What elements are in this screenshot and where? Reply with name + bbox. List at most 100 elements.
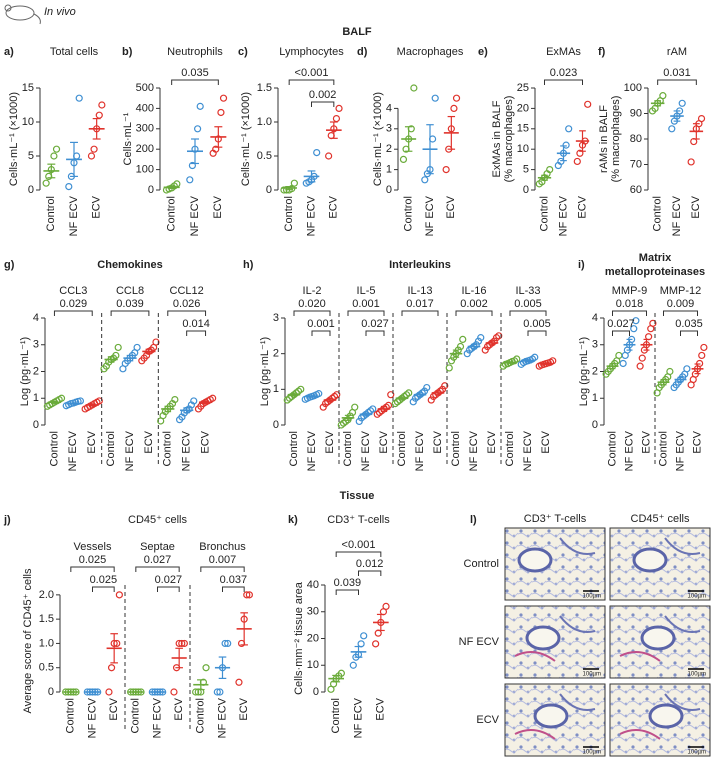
x-tick-label: NF ECV	[671, 195, 683, 236]
error-bar	[47, 163, 56, 179]
y-tick-label: 1	[273, 383, 279, 395]
micrograph: 100µm	[504, 527, 606, 601]
error-bar	[426, 124, 434, 175]
error-bar	[560, 145, 567, 162]
x-tick-label: ECV	[486, 430, 498, 453]
error-bar	[447, 115, 456, 150]
error-bar	[92, 117, 101, 140]
y-tick-label: 1	[592, 392, 598, 404]
y-tick-label: 100	[624, 82, 642, 94]
panel-label: d)	[357, 46, 368, 58]
data-point	[319, 403, 327, 411]
error-bar	[88, 403, 96, 407]
x-tick-label: Control	[166, 196, 178, 231]
data-point	[474, 337, 483, 345]
group-label: Bronchus	[199, 541, 246, 553]
p-value: 0.027	[155, 574, 183, 586]
x-tick-label: NF ECV	[623, 430, 635, 471]
data-point	[87, 152, 96, 160]
x-tick-label: ECV	[640, 430, 652, 453]
chart-title: rAM	[667, 46, 687, 58]
p-value: 0.027	[361, 318, 389, 330]
x-tick-label: ECV	[375, 697, 387, 720]
y-tick-label: 10	[307, 659, 319, 671]
y-tick-label: 5	[28, 150, 34, 162]
x-tick-label: ECV	[576, 195, 588, 218]
error-bar	[434, 390, 442, 396]
vessel	[559, 693, 596, 711]
data-point	[355, 417, 363, 426]
x-tick-label: Control	[342, 431, 354, 466]
error-bar	[332, 674, 341, 683]
y-tick-label: 70	[630, 158, 642, 170]
p-value: 0.025	[79, 554, 107, 566]
error-bar	[398, 396, 406, 401]
airway	[517, 547, 553, 573]
x-tick-label: ECV	[238, 697, 250, 720]
y-tick-label: 30	[307, 606, 319, 618]
data-point	[584, 100, 592, 108]
x-tick-label: NF ECV	[151, 697, 163, 738]
significance-bracket	[365, 330, 385, 336]
p-value: 0.039	[334, 577, 362, 589]
error-bar	[326, 398, 334, 403]
error-bar	[677, 376, 684, 383]
y-tick-label: 0	[523, 184, 529, 196]
stain	[514, 651, 556, 662]
x-tick-label: ECV	[91, 195, 103, 218]
x-tick-label: ECV	[212, 195, 224, 218]
x-tick-label: NF ECV	[305, 195, 317, 236]
significance-bracket	[509, 310, 547, 316]
x-tick-label: ECV	[432, 430, 444, 453]
data-point	[221, 639, 229, 648]
x-tick-label: Control	[504, 431, 516, 466]
data-point	[619, 359, 627, 368]
data-point	[315, 390, 323, 398]
x-tick-label: Control	[538, 196, 550, 231]
y-tick-label: 2	[33, 365, 39, 377]
y-axis-label: rAMs in BALF	[598, 105, 610, 173]
stain	[514, 729, 556, 740]
data-point	[194, 125, 202, 133]
data-point	[192, 688, 200, 696]
data-point	[95, 111, 103, 119]
data-point	[346, 412, 354, 420]
x-tick-label: NF ECV	[414, 430, 426, 471]
y-tick-label: 0	[386, 184, 392, 196]
p-value: 0.014	[182, 318, 210, 330]
y-tick-label: 1.0	[257, 116, 272, 128]
error-bar	[626, 338, 633, 351]
group-label: IL-16	[461, 285, 486, 297]
error-bar	[404, 126, 413, 152]
error-bar	[416, 392, 424, 398]
y-axis-label: Log (pg·mL⁻¹)	[19, 337, 31, 406]
panel-label: h)	[243, 259, 254, 271]
data-point	[115, 591, 123, 599]
vessel	[559, 537, 596, 555]
data-point	[697, 114, 706, 123]
data-point	[638, 354, 646, 362]
error-bar	[488, 340, 496, 346]
y-tick-label: 0	[148, 184, 154, 196]
y-tick-label: 200	[136, 143, 154, 155]
significance-bracket	[401, 310, 439, 316]
significance-bracket	[171, 79, 219, 85]
error-bar	[290, 392, 298, 397]
significance-bracket	[455, 310, 493, 316]
group-label: Septae	[140, 541, 175, 553]
data-point	[463, 350, 471, 358]
significance-bracket	[335, 551, 382, 557]
data-point	[636, 362, 644, 370]
error-bar	[164, 405, 172, 413]
data-point	[333, 391, 341, 399]
data-point	[188, 161, 196, 170]
micrograph: 100µm	[504, 605, 606, 679]
data-point	[549, 357, 557, 365]
y-tick-label: 10	[22, 116, 34, 128]
significance-bracket	[663, 310, 698, 316]
x-tick-label: NF ECV	[189, 195, 201, 236]
data-point	[202, 664, 210, 672]
data-point	[57, 394, 66, 402]
x-tick-label: ECV	[691, 430, 703, 453]
